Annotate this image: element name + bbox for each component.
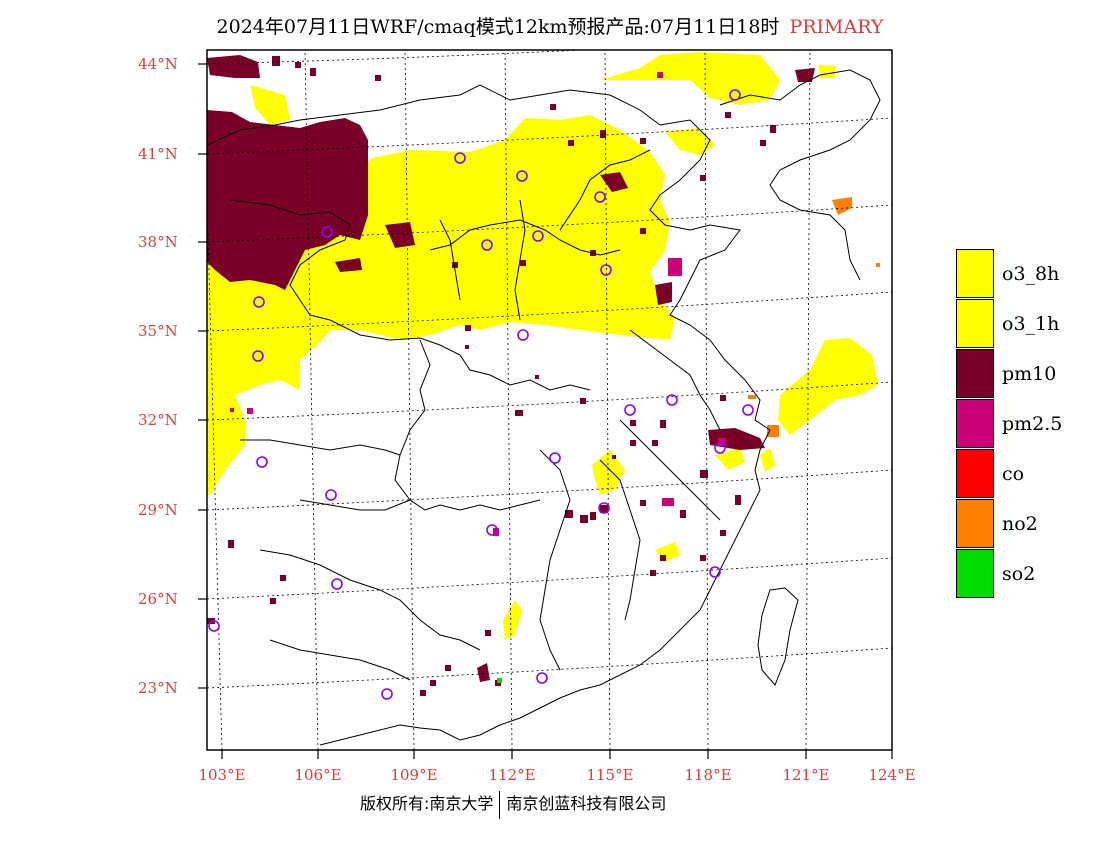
map-title-text: 2024年07月11日WRF/cmaq模式12km预报产品:07月11日18时 <box>216 16 780 38</box>
no2-areas <box>748 197 880 437</box>
legend-swatch <box>956 549 994 598</box>
map-frame <box>206 49 893 751</box>
legend-item: pm10 <box>956 349 1096 399</box>
lon-label-121e: 121°E <box>782 766 830 784</box>
lon-label-118e: 118°E <box>684 766 732 784</box>
lat-label-29n: 29°N <box>138 501 178 519</box>
map-title: 2024年07月11日WRF/cmaq模式12km预报产品:07月11日18时 P… <box>0 12 1100 39</box>
lat-label-41n: 41°N <box>138 145 178 163</box>
legend-swatch <box>956 399 994 448</box>
lat-label-35n: 35°N <box>138 322 178 340</box>
legend-label: no2 <box>1002 513 1038 535</box>
pm10-dots <box>207 56 776 696</box>
legend-item: co <box>956 449 1096 499</box>
legend-item: so2 <box>956 549 1096 599</box>
lat-label-23n: 23°N <box>138 679 178 697</box>
lon-label-103e: 103°E <box>198 766 246 784</box>
legend-swatch <box>956 299 994 348</box>
legend-swatch <box>956 499 994 548</box>
legend-swatch <box>956 449 994 498</box>
legend-label: pm10 <box>1002 363 1057 385</box>
footer-divider <box>499 790 501 819</box>
pm10-areas <box>207 55 815 682</box>
boundaries <box>207 69 881 746</box>
legend-label: o3_1h <box>1002 313 1060 335</box>
legend-label: co <box>1002 463 1025 485</box>
lon-label-112e: 112°E <box>488 766 536 784</box>
legend-label: so2 <box>1002 563 1036 585</box>
legend-item: o3_1h <box>956 299 1096 349</box>
legend-swatch <box>956 349 994 398</box>
so2-spot <box>497 678 502 683</box>
lat-label-44n: 44°N <box>138 55 178 73</box>
station-markers <box>208 89 754 700</box>
legend-label: pm2.5 <box>1002 413 1063 435</box>
legend-item: pm2.5 <box>956 399 1096 449</box>
lon-label-115e: 115°E <box>586 766 634 784</box>
lon-label-124e: 124°E <box>868 766 916 784</box>
lon-label-106e: 106°E <box>294 766 342 784</box>
primary-tag: PRIMARY <box>789 16 884 38</box>
copyright-left: 版权所有:南京大学 <box>360 794 494 813</box>
graticule <box>207 50 892 750</box>
lat-label-32n: 32°N <box>138 411 178 429</box>
legend: o3_8h o3_1h pm10 pm2.5 co no2 so2 <box>956 249 1096 599</box>
copyright-footer: 版权所有:南京大学 南京创蓝科技有限公司 <box>360 790 666 819</box>
copyright-right: 南京创蓝科技有限公司 <box>506 794 667 813</box>
lon-label-109e: 109°E <box>390 766 438 784</box>
axis-ticks <box>198 63 893 759</box>
legend-swatch <box>956 249 994 298</box>
lat-label-38n: 38°N <box>138 233 178 251</box>
lat-label-26n: 26°N <box>138 590 178 608</box>
legend-label: o3_8h <box>1002 263 1060 285</box>
legend-item: o3_8h <box>956 249 1096 299</box>
legend-item: no2 <box>956 499 1096 549</box>
